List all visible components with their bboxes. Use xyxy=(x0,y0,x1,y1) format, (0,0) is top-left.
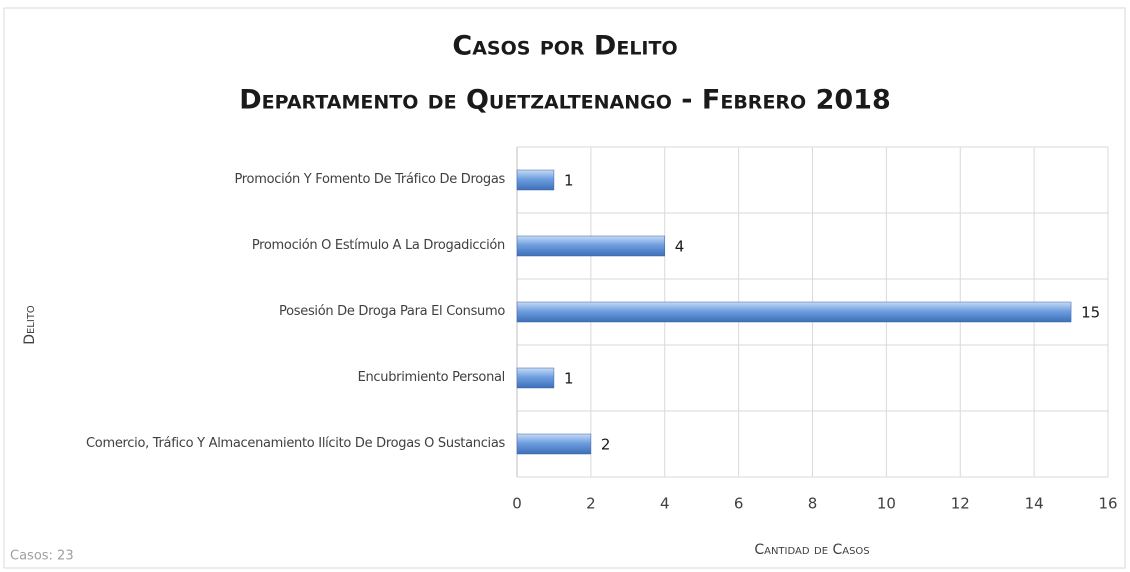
data-label: 4 xyxy=(675,238,685,256)
x-tick-label: 6 xyxy=(734,495,744,513)
bar xyxy=(516,235,665,257)
y-axis-label: Delito xyxy=(22,305,38,345)
x-tick-label: 8 xyxy=(808,495,818,513)
bar xyxy=(516,169,555,191)
x-tick-label: 4 xyxy=(660,495,670,513)
y-tick-label: Comercio, Tráfico Y Almacenamiento Ilíci… xyxy=(86,436,505,451)
data-label: 1 xyxy=(564,172,574,190)
x-tick-label: 16 xyxy=(1098,495,1117,513)
bar xyxy=(516,301,1072,323)
chart-subtitle: Departamento de Quetzaltenango - Febrero… xyxy=(239,85,891,116)
data-label: 15 xyxy=(1081,304,1100,322)
y-tick-label: Posesión De Droga Para El Consumo xyxy=(279,304,505,319)
data-label: 2 xyxy=(601,436,611,454)
chart-title: Casos por Delito xyxy=(452,31,677,62)
x-tick-label: 0 xyxy=(512,495,522,513)
chart-frame xyxy=(3,7,1126,569)
x-tick-label: 14 xyxy=(1025,495,1044,513)
bar xyxy=(516,367,555,389)
data-label: 1 xyxy=(564,370,574,388)
footnote: Casos: 23 xyxy=(10,549,74,564)
y-tick-label: Promoción Y Fomento De Tráfico De Drogas xyxy=(234,172,505,187)
y-tick-label: Encubrimiento Personal xyxy=(357,370,506,385)
bar xyxy=(516,433,592,455)
y-tick-label: Promoción O Estímulo A La Drogadicción xyxy=(251,238,505,253)
x-tick-label: 2 xyxy=(586,495,596,513)
x-axis-label: Cantidad de Casos xyxy=(754,542,869,558)
x-tick-label: 12 xyxy=(951,495,970,513)
x-tick-label: 10 xyxy=(877,495,896,513)
